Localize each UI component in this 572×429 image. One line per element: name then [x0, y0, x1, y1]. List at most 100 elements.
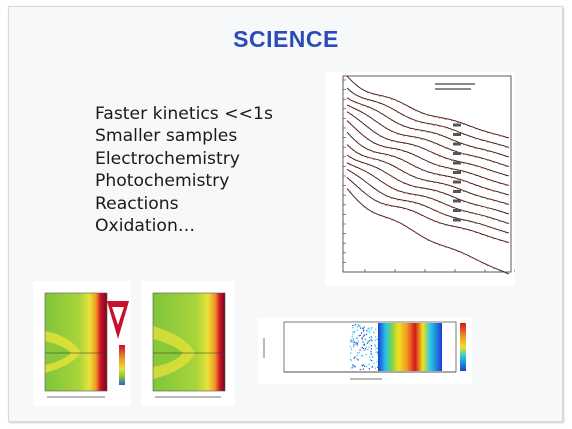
spectrogram-point — [376, 347, 379, 349]
spectrogram-point — [356, 326, 358, 328]
fit-curve — [349, 156, 507, 214]
spectrogram-point — [353, 357, 355, 359]
spectrogram-point — [353, 346, 355, 348]
spectrogram-point — [361, 365, 363, 367]
spectrogram-point — [357, 352, 359, 354]
spectrogram-point — [352, 333, 354, 335]
curve-label-mark — [453, 218, 461, 222]
slide-title: SCIENCE — [233, 26, 339, 52]
spectrogram-point — [357, 342, 359, 344]
spectrogram-point — [376, 351, 378, 353]
spectrogram-point — [366, 342, 369, 344]
spectrogram-point — [370, 336, 372, 338]
spectrogram-point — [351, 335, 353, 337]
spectrogram-point — [370, 351, 372, 353]
curve-label-mark — [453, 123, 461, 127]
spectrogram-point — [364, 365, 366, 367]
spectrogram-point — [367, 341, 369, 343]
spectrogram-point — [363, 326, 365, 329]
spectrogram-point — [374, 367, 376, 369]
spectrogram-point — [352, 327, 354, 329]
spectrogram-point — [353, 331, 355, 333]
fit-curve — [349, 89, 507, 148]
spectrogram-point — [373, 332, 375, 334]
spectrogram-point — [356, 344, 358, 346]
spectrogram-point — [352, 338, 354, 340]
spectrogram-point — [358, 352, 360, 354]
spectrogram-point — [365, 333, 368, 336]
spectrogram-point — [368, 327, 370, 329]
spectrogram-point — [352, 340, 354, 342]
bullet-item: Electrochemistry — [95, 148, 240, 169]
spectrogram-point — [353, 365, 355, 367]
spectrogram-point — [354, 366, 356, 368]
spectrogram-point — [371, 327, 373, 329]
spectrogram-point — [353, 344, 355, 346]
spectrogram-point — [369, 356, 371, 358]
spectrogram-point — [375, 348, 377, 350]
spectrogram-point — [363, 331, 365, 333]
spectrogram-point — [370, 345, 372, 347]
spectrogram-point — [365, 354, 367, 356]
spectrogram-point — [350, 348, 352, 350]
spectrogram-point — [375, 336, 377, 338]
spectrogram-point — [372, 356, 374, 358]
spectrogram-point — [368, 340, 370, 342]
spectrogram-point — [363, 343, 366, 345]
spectrogram-point — [356, 337, 358, 339]
spectrogram-point — [361, 346, 363, 349]
spectrogram-point — [353, 339, 355, 341]
contour-map-figure — [33, 281, 131, 406]
bullet-item: Smaller samples — [95, 126, 238, 147]
spectrogram-point — [354, 324, 356, 326]
spectrogram-point — [356, 358, 358, 360]
fit-curve — [349, 190, 507, 274]
spectrogram-point — [373, 362, 375, 364]
fit-curve — [349, 78, 507, 139]
spectrogram-point — [362, 341, 364, 343]
fit-curve — [349, 98, 507, 157]
spectrogram-point — [350, 338, 352, 341]
curve-label-mark — [453, 152, 461, 155]
spectrogram-point — [359, 349, 361, 351]
spectrogram-point — [367, 348, 369, 351]
spectrogram-point — [360, 327, 362, 329]
spectrogram-point — [370, 348, 372, 350]
spectrogram-point — [375, 351, 377, 353]
spectrogram-point — [367, 341, 369, 343]
spectrogram-point — [374, 345, 376, 347]
spectrogram-point — [376, 352, 379, 354]
spectrogram-point — [362, 363, 365, 365]
spectrogram-point — [351, 341, 353, 343]
spectrogram-point — [375, 328, 377, 330]
spectrogram-point — [360, 332, 363, 334]
spectrogram-point — [366, 330, 368, 332]
contour-map-plot-2 — [152, 292, 226, 398]
spectrogram-point — [353, 342, 355, 344]
spectrogram-point — [358, 335, 360, 337]
fit-curve — [349, 122, 507, 186]
saxs-waterfall-figure — [325, 72, 516, 286]
spectrogram-point — [368, 346, 370, 348]
spectrogram-point — [359, 369, 361, 371]
spectrogram-point — [362, 344, 364, 346]
spectrogram-point — [370, 328, 372, 330]
spectrogram-point — [363, 329, 365, 331]
spectrogram-point — [369, 331, 371, 333]
spectrogram-point — [356, 341, 358, 344]
bullet-item: Faster kinetics <<1s — [95, 104, 273, 124]
fit-curve — [349, 134, 507, 196]
spectrogram-point — [357, 359, 359, 361]
spectrogram-point — [372, 366, 374, 368]
spectrogram-point — [368, 336, 370, 339]
spectrogram-point — [363, 335, 365, 337]
spectrogram-point — [359, 325, 361, 327]
spectrogram-point — [370, 339, 372, 341]
spectrogram-point — [359, 334, 361, 336]
spectrogram-point — [365, 346, 367, 348]
spectrogram-point — [358, 325, 360, 327]
spectrogram-point — [370, 353, 373, 355]
curve-label-mark — [453, 161, 461, 165]
spectrogram-point — [376, 338, 378, 341]
spectrogram-point — [361, 355, 363, 357]
